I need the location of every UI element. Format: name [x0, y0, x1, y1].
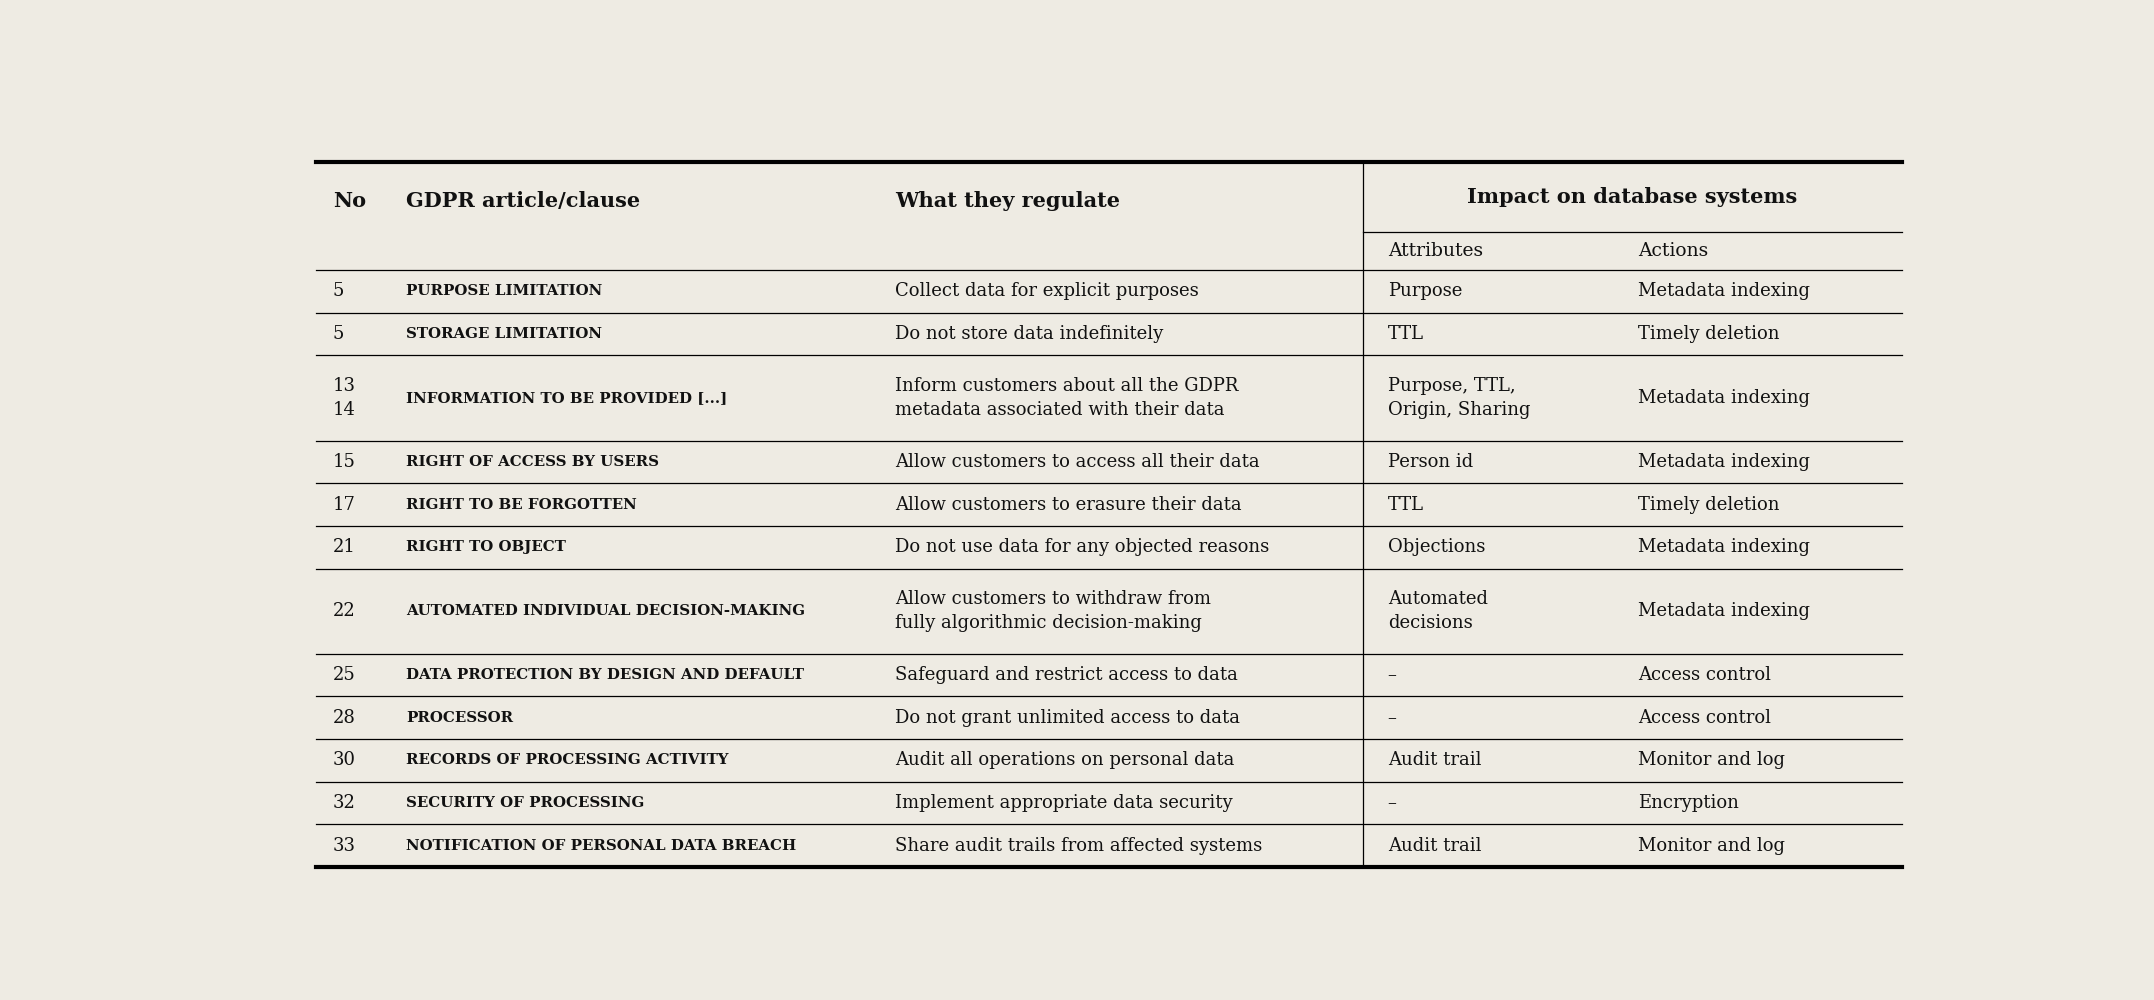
Text: No: No	[332, 191, 366, 211]
Text: 22: 22	[332, 602, 355, 620]
Text: Metadata indexing: Metadata indexing	[1637, 282, 1809, 300]
Text: 13: 13	[332, 377, 355, 395]
Text: STORAGE LIMITATION: STORAGE LIMITATION	[407, 327, 603, 341]
Text: Timely deletion: Timely deletion	[1637, 496, 1779, 514]
Text: 5: 5	[332, 325, 345, 343]
Text: 30: 30	[332, 751, 355, 769]
Text: Metadata indexing: Metadata indexing	[1637, 602, 1809, 620]
Text: Purpose: Purpose	[1387, 282, 1463, 300]
Text: metadata associated with their data: metadata associated with their data	[896, 401, 1226, 419]
Text: Access control: Access control	[1637, 666, 1771, 684]
Text: Allow customers to erasure their data: Allow customers to erasure their data	[896, 496, 1243, 514]
Text: 14: 14	[332, 401, 355, 419]
Text: Automated: Automated	[1387, 590, 1488, 608]
Text: PURPOSE LIMITATION: PURPOSE LIMITATION	[407, 284, 603, 298]
Text: PROCESSOR: PROCESSOR	[407, 711, 513, 725]
Text: 33: 33	[332, 837, 355, 855]
Text: SECURITY OF PROCESSING: SECURITY OF PROCESSING	[407, 796, 644, 810]
Text: Collect data for explicit purposes: Collect data for explicit purposes	[896, 282, 1200, 300]
Text: AUTOMATED INDIVIDUAL DECISION-MAKING: AUTOMATED INDIVIDUAL DECISION-MAKING	[407, 604, 806, 618]
Text: Purpose, TTL,: Purpose, TTL,	[1387, 377, 1516, 395]
Text: Actions: Actions	[1637, 242, 1708, 260]
Text: Safeguard and restrict access to data: Safeguard and restrict access to data	[896, 666, 1239, 684]
Text: Timely deletion: Timely deletion	[1637, 325, 1779, 343]
Text: INFORMATION TO BE PROVIDED [...]: INFORMATION TO BE PROVIDED [...]	[407, 391, 728, 405]
Text: RIGHT TO OBJECT: RIGHT TO OBJECT	[407, 540, 567, 554]
Text: Metadata indexing: Metadata indexing	[1637, 389, 1809, 407]
Text: RIGHT OF ACCESS BY USERS: RIGHT OF ACCESS BY USERS	[407, 455, 659, 469]
Text: TTL: TTL	[1387, 496, 1424, 514]
Text: Metadata indexing: Metadata indexing	[1637, 538, 1809, 556]
Text: Encryption: Encryption	[1637, 794, 1738, 812]
Text: Person id: Person id	[1387, 453, 1473, 471]
Text: Allow customers to access all their data: Allow customers to access all their data	[896, 453, 1260, 471]
Text: Implement appropriate data security: Implement appropriate data security	[896, 794, 1232, 812]
Text: 21: 21	[332, 538, 355, 556]
Text: Metadata indexing: Metadata indexing	[1637, 453, 1809, 471]
Text: GDPR article/clause: GDPR article/clause	[407, 191, 640, 211]
Text: Share audit trails from affected systems: Share audit trails from affected systems	[896, 837, 1262, 855]
Text: Objections: Objections	[1387, 538, 1484, 556]
Text: NOTIFICATION OF PERSONAL DATA BREACH: NOTIFICATION OF PERSONAL DATA BREACH	[407, 839, 797, 853]
Text: Inform customers about all the GDPR: Inform customers about all the GDPR	[896, 377, 1239, 395]
Text: decisions: decisions	[1387, 614, 1473, 632]
Text: 5: 5	[332, 282, 345, 300]
Text: Impact on database systems: Impact on database systems	[1467, 187, 1796, 207]
Text: RIGHT TO BE FORGOTTEN: RIGHT TO BE FORGOTTEN	[407, 498, 638, 512]
Text: Attributes: Attributes	[1387, 242, 1482, 260]
Text: TTL: TTL	[1387, 325, 1424, 343]
Text: Audit all operations on personal data: Audit all operations on personal data	[896, 751, 1234, 769]
Text: 25: 25	[332, 666, 355, 684]
Text: –: –	[1387, 709, 1396, 727]
Text: Do not store data indefinitely: Do not store data indefinitely	[896, 325, 1163, 343]
Text: Access control: Access control	[1637, 709, 1771, 727]
Text: Monitor and log: Monitor and log	[1637, 751, 1786, 769]
Text: Monitor and log: Monitor and log	[1637, 837, 1786, 855]
Text: What they regulate: What they regulate	[896, 191, 1120, 211]
Text: Audit trail: Audit trail	[1387, 751, 1482, 769]
Text: 32: 32	[332, 794, 355, 812]
Text: Origin, Sharing: Origin, Sharing	[1387, 401, 1529, 419]
Text: Allow customers to withdraw from: Allow customers to withdraw from	[896, 590, 1211, 608]
Text: –: –	[1387, 666, 1396, 684]
Text: DATA PROTECTION BY DESIGN AND DEFAULT: DATA PROTECTION BY DESIGN AND DEFAULT	[407, 668, 803, 682]
Text: Do not use data for any objected reasons: Do not use data for any objected reasons	[896, 538, 1269, 556]
Text: RECORDS OF PROCESSING ACTIVITY: RECORDS OF PROCESSING ACTIVITY	[407, 753, 728, 767]
Text: 28: 28	[332, 709, 355, 727]
Text: Do not grant unlimited access to data: Do not grant unlimited access to data	[896, 709, 1241, 727]
Text: 17: 17	[332, 496, 355, 514]
Text: fully algorithmic decision-making: fully algorithmic decision-making	[896, 614, 1202, 632]
Text: 15: 15	[332, 453, 355, 471]
Text: Audit trail: Audit trail	[1387, 837, 1482, 855]
Text: –: –	[1387, 794, 1396, 812]
